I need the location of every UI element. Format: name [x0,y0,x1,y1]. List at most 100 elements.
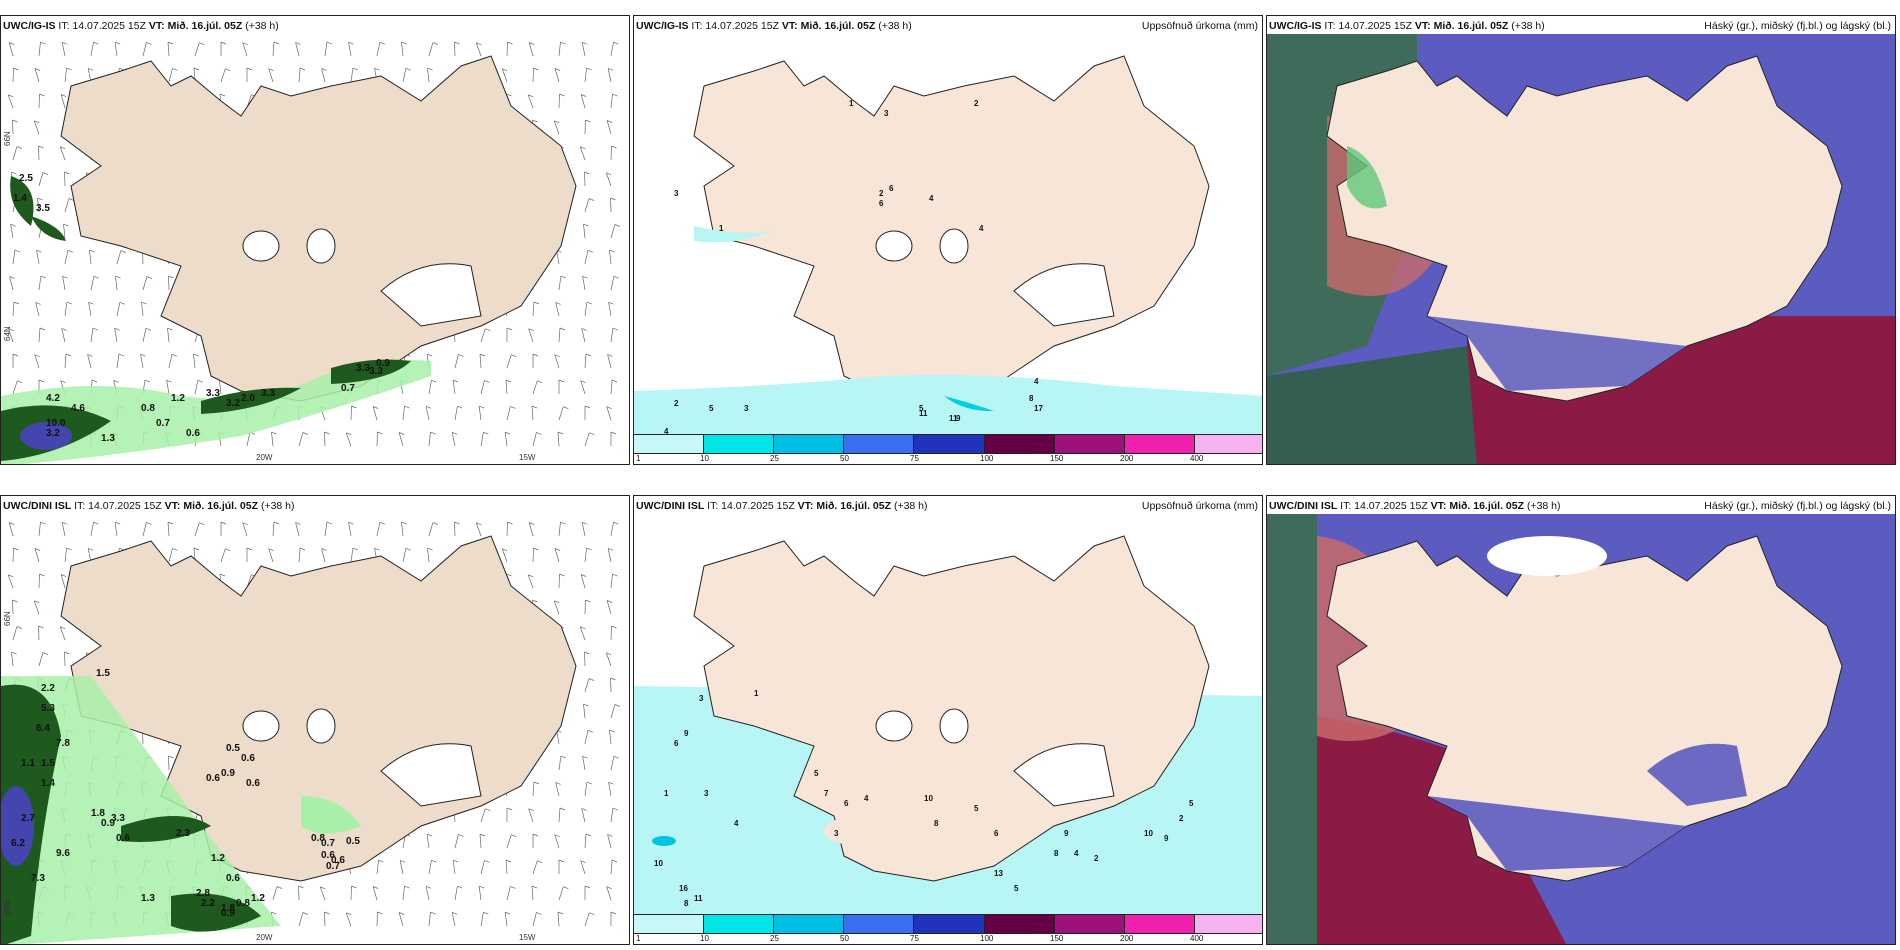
wind-barb [426,834,430,849]
colorbar-cell [1124,915,1195,933]
wind-barb-flag [560,755,567,759]
wind-barb [555,302,560,317]
wind-barb-flag [352,547,359,551]
wind-barb-flag [554,834,560,838]
wind-barb [64,651,66,667]
wind-barb [506,354,512,369]
wind-barb [609,730,612,745]
wind-barb-flag [506,573,512,577]
wind-barb [532,380,538,395]
wind-barb-flag [377,431,383,435]
wind-barb [64,302,68,317]
wind-barb-flag [557,431,564,435]
wind-barb [480,380,485,395]
wind-barb [558,807,561,823]
wind-barb [38,625,40,641]
wind-barb [557,911,560,927]
wind-barb [142,328,147,343]
wind-barb-flag [271,431,277,435]
colorbar-tick: 200 [1120,934,1134,943]
wind-barb-flag [478,885,485,889]
wind-barb [610,197,612,213]
wind-barb-flag [352,67,359,71]
precip-map: 31691341016118576431085613510894210925 [634,535,1262,928]
wind-barb [475,42,482,57]
value-label: 0.6 [331,855,345,866]
wind-barb [324,431,326,447]
wind-barb [345,432,352,447]
wind-barb-flag [532,119,538,123]
wind-barb-flag [583,223,589,227]
wind-barb-flag [580,146,586,150]
wind-barb-flag [39,327,46,331]
wind-barb-flag [610,197,616,201]
wind-barb-flag [555,782,561,785]
wind-barb-flag [584,171,590,175]
value-label: 9 [1164,834,1169,843]
wind-barb [527,94,534,109]
wind-barb [584,353,587,369]
wind-barb [298,547,301,563]
wind-barb [272,41,275,57]
wind-barb [59,626,66,641]
wind-barb-flag [454,41,460,45]
wind-barb [584,119,586,135]
wind-barb-flag [502,68,508,72]
wind-barb-flag [14,249,21,253]
wind-barb [454,354,459,369]
wind-barb-flag [346,912,352,916]
value-label: 8 [684,899,689,908]
wind-barb-flag [246,547,253,551]
wind-barb [610,145,612,161]
value-label: 4 [929,194,934,203]
wind-barb [608,782,612,797]
wind-barb [8,42,14,57]
wind-barb-flag [64,651,70,655]
wind-barb [610,522,614,537]
wind-barb [87,354,92,369]
wind-barb-flag [144,379,151,383]
wind-barb [528,42,534,57]
wind-barb-flag [606,172,612,176]
value-label: 7 [824,789,829,798]
wind-barb-flag [484,380,490,383]
wind-barb-flag [607,354,613,357]
wind-barb [532,860,538,875]
wind-barb [167,521,170,537]
value-label: 0.8 [141,403,155,414]
wind-barb-flag [510,406,516,409]
wind-barb-flag [504,431,511,435]
wind-barb [610,808,614,823]
wind-barb [376,42,381,57]
wind-barb-flag [8,328,14,332]
wind-barb-flag [510,886,516,889]
wind-panel-bottom: UWC/DINI ISL IT: 14.07.2025 15Z VT: Mið.… [0,495,630,945]
wind-barb [478,886,482,901]
wind-barb-flag [326,41,333,45]
wind-barb-flag [554,600,560,604]
cloud-panel-top: UWC/IG-IS IT: 14.07.2025 15Z VT: Mið. 16… [1266,15,1896,465]
wind-barb-flag [554,354,560,358]
wind-barb [38,276,42,291]
value-label: 1 [664,789,669,798]
wind-barb-flag [606,886,612,890]
colorbar-tick: 75 [910,934,919,943]
value-label: 4 [734,819,739,828]
wind-barb-flag [40,275,47,279]
wind-barb [88,302,92,317]
wind-barb [38,327,41,343]
wind-barb [607,548,612,563]
wind-barb [581,522,586,537]
wind-barb-flag [611,625,617,629]
wind-barb [428,860,432,875]
wind-barb [348,522,352,537]
wind-barb-flag [379,521,386,525]
wind-barb-flag [199,522,205,526]
wind-barb [608,302,612,317]
wind-barb [242,522,248,537]
wind-barb-flag [225,548,231,552]
colorbar-cell [984,435,1055,453]
value-label: 6 [994,829,999,838]
wind-barb-flag [115,275,121,279]
wind-barb-flag [430,431,436,435]
